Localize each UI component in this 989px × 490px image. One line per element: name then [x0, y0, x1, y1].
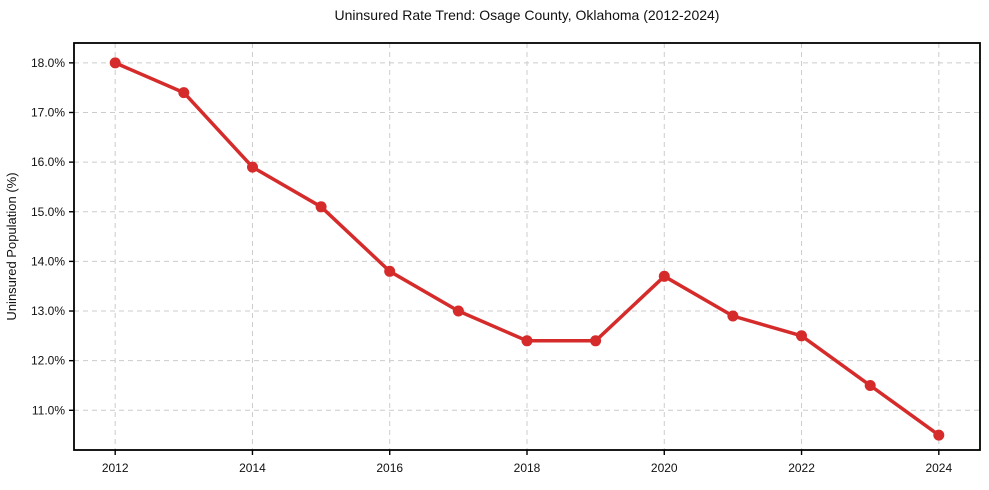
data-point-marker	[247, 161, 258, 173]
data-point-marker	[384, 265, 396, 277]
y-axis-label: Uninsured Population (%)	[4, 172, 19, 320]
y-tick-label: 18.0%	[31, 56, 65, 70]
data-point-marker	[727, 310, 739, 322]
data-point-marker	[109, 57, 121, 69]
data-point-marker	[521, 335, 533, 347]
y-tick-label: 15.0%	[31, 205, 65, 219]
x-tick-label: 2018	[514, 461, 541, 475]
chart-title: Uninsured Rate Trend: Osage County, Okla…	[334, 7, 720, 23]
data-point-marker	[796, 330, 807, 342]
data-point-marker	[590, 335, 602, 347]
data-point-marker	[315, 201, 327, 213]
y-tick-label: 11.0%	[32, 403, 65, 417]
data-point-marker	[452, 305, 464, 317]
y-tick-label: 17.0%	[31, 105, 65, 119]
y-tick-label: 14.0%	[31, 254, 65, 268]
y-tick-label: 13.0%	[31, 304, 65, 318]
x-tick-label: 2016	[376, 461, 403, 475]
x-tick-label: 2022	[788, 461, 815, 475]
x-tick-label: 2014	[239, 461, 266, 475]
data-point-marker	[658, 270, 670, 282]
data-point-marker	[178, 87, 190, 99]
data-point-marker	[933, 429, 945, 441]
x-tick-label: 2024	[925, 461, 952, 475]
x-tick-label: 2020	[651, 461, 678, 475]
x-tick-label: 2012	[102, 461, 129, 475]
data-point-marker	[864, 380, 876, 391]
y-tick-label: 16.0%	[31, 155, 65, 169]
y-tick-label: 12.0%	[31, 354, 65, 368]
